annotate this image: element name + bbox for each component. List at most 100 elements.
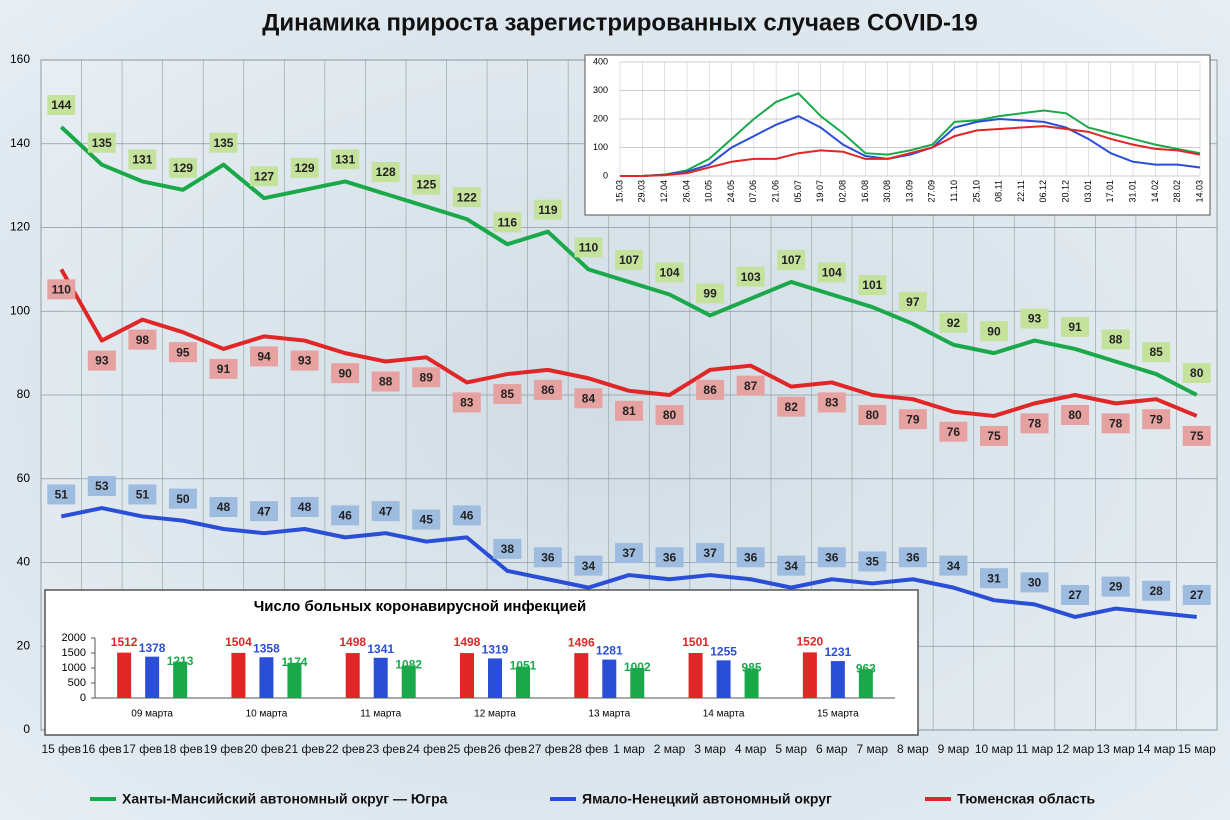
x-tick-label: 11 марта xyxy=(360,709,401,720)
data-label: 1341 xyxy=(367,642,394,656)
data-label-box xyxy=(533,379,562,400)
y-tick-label: 0 xyxy=(23,722,30,736)
data-label: 28 xyxy=(1149,584,1163,598)
data-label: 97 xyxy=(906,295,920,309)
data-label: 104 xyxy=(660,266,680,280)
series-line xyxy=(620,115,1201,177)
data-label-box xyxy=(777,555,806,576)
data-label: 87 xyxy=(744,379,758,393)
y-tick-label: 100 xyxy=(10,303,30,317)
x-tick-label: 14.02 xyxy=(1150,180,1160,203)
data-label: 1498 xyxy=(339,635,366,649)
data-label: 91 xyxy=(1068,320,1082,334)
series-line xyxy=(620,125,1201,177)
y-tick-label: 120 xyxy=(10,220,30,234)
data-label-box xyxy=(250,166,279,187)
data-label: 86 xyxy=(541,383,555,397)
data-label: 78 xyxy=(1028,417,1042,431)
data-label: 51 xyxy=(55,488,69,502)
data-label-box xyxy=(898,291,927,312)
data-label-box xyxy=(290,350,319,371)
x-tick-label: 12.04 xyxy=(659,180,669,203)
data-label: 128 xyxy=(376,165,396,179)
x-tick-label: 03.01 xyxy=(1083,180,1093,203)
data-label: 36 xyxy=(825,550,839,564)
data-label-box xyxy=(1142,342,1171,363)
x-tick-label: 8 мар xyxy=(897,742,929,756)
data-label-box xyxy=(452,392,481,413)
data-label: 135 xyxy=(92,136,112,150)
x-tick-label: 25 фев xyxy=(446,742,487,756)
legend-label: Ямало-Ненецкий автономный округ xyxy=(582,791,832,807)
data-label-box xyxy=(452,187,481,208)
data-label-box xyxy=(817,262,846,283)
x-tick-label: 6 мар xyxy=(815,742,848,756)
data-label: 1213 xyxy=(167,654,194,668)
data-label: 107 xyxy=(619,253,639,267)
y-tick-label: 1500 xyxy=(62,647,86,659)
data-label: 79 xyxy=(1149,412,1163,426)
x-tick-label: 2 мар xyxy=(653,742,686,756)
data-label-box xyxy=(736,266,765,287)
data-label: 29 xyxy=(1109,580,1123,594)
data-label-box xyxy=(777,396,806,417)
data-label: 80 xyxy=(1190,366,1204,380)
bar xyxy=(231,652,246,698)
x-tick-label: 21 фев xyxy=(284,742,325,756)
bar xyxy=(602,659,617,698)
inset-box xyxy=(584,54,1211,216)
data-label: 122 xyxy=(457,190,477,204)
data-label: 83 xyxy=(825,396,839,410)
x-tick-label: 15 мар xyxy=(1177,742,1216,756)
data-label: 46 xyxy=(460,509,474,523)
data-label-box xyxy=(1020,572,1049,593)
data-label: 34 xyxy=(947,559,961,573)
data-label: 985 xyxy=(742,661,762,675)
data-label: 36 xyxy=(744,550,758,564)
data-label: 31 xyxy=(987,571,1001,585)
data-label: 93 xyxy=(298,354,312,368)
bar xyxy=(259,657,274,698)
data-label: 1231 xyxy=(825,645,852,659)
data-label: 1082 xyxy=(395,658,422,672)
data-label-box xyxy=(898,409,927,430)
y-tick-label: 1000 xyxy=(62,662,86,674)
data-label: 53 xyxy=(95,479,109,493)
data-label: 1496 xyxy=(568,635,595,649)
x-tick-label: 3 мар xyxy=(694,742,726,756)
data-label-box xyxy=(1142,409,1171,430)
data-label: 37 xyxy=(703,546,717,560)
data-label: 94 xyxy=(257,350,271,364)
x-tick-label: 24 фев xyxy=(406,742,447,756)
data-label: 1520 xyxy=(797,635,824,649)
data-label: 99 xyxy=(703,287,717,301)
x-tick-label: 19 фев xyxy=(203,742,244,756)
data-label: 81 xyxy=(622,404,636,418)
chart-title: Динамика прироста зарегистрированных слу… xyxy=(262,9,977,36)
data-label-box xyxy=(128,484,157,505)
legend-label: Тюменская область xyxy=(957,791,1096,807)
data-label-box xyxy=(574,388,603,409)
bar xyxy=(574,653,589,698)
data-label-box xyxy=(1142,580,1171,601)
x-tick-label: 14 марта xyxy=(703,709,745,720)
data-label: 1319 xyxy=(482,643,509,657)
x-tick-label: 24.05 xyxy=(726,180,736,203)
data-label-box xyxy=(1101,329,1130,350)
data-label-box xyxy=(1101,576,1130,597)
data-label: 107 xyxy=(781,253,801,267)
y-tick-label: 0 xyxy=(603,170,608,180)
data-label: 78 xyxy=(1109,417,1123,431)
x-tick-label: 22.11 xyxy=(1016,180,1026,202)
data-label: 92 xyxy=(947,316,961,330)
data-label-box xyxy=(331,149,360,170)
data-label-box xyxy=(1061,405,1090,425)
data-label: 95 xyxy=(176,345,190,359)
data-label: 85 xyxy=(501,387,515,401)
data-label: 91 xyxy=(217,362,231,376)
data-label-box xyxy=(168,488,197,509)
series-line xyxy=(59,268,1198,418)
x-tick-label: 26.04 xyxy=(681,180,691,203)
x-tick-label: 7 мар xyxy=(856,742,889,756)
data-label-box xyxy=(209,497,238,517)
